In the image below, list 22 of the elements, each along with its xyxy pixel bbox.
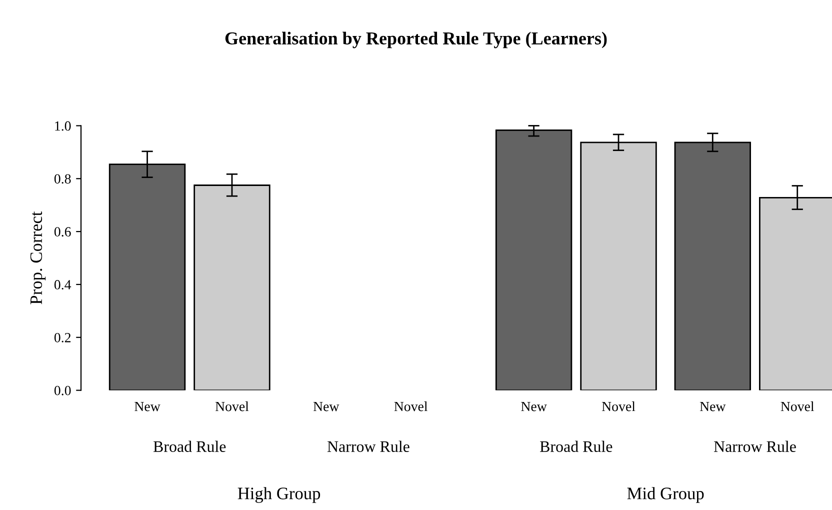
text: Broad Rule — [540, 440, 612, 452]
x-tick-label: New — [521, 402, 547, 412]
text: Mid Group — [627, 487, 704, 503]
y-tick-label: 0.6 — [54, 227, 71, 237]
text: Broad Rule — [153, 440, 226, 452]
y-tick-label: 1.0 — [55, 121, 71, 131]
y-tick-label: 0.0 — [54, 386, 71, 396]
x-tick-label: Novel — [780, 401, 814, 412]
x-tick-label: New — [134, 402, 160, 412]
y-tick-label: 0.4 — [54, 280, 72, 290]
x-tick-label: New — [313, 402, 340, 412]
chart-title: Generalisation by Reported Rule Type (Learners) — [225, 32, 607, 48]
y-axis-title: Prop. Correct — [30, 211, 46, 304]
y-tick-label: 0.2 — [54, 332, 71, 342]
text: Narrow Rule — [327, 440, 410, 452]
x-tick-label: Novel — [602, 401, 636, 412]
text: Narrow Rule — [714, 440, 796, 452]
x-tick-label: Novel — [215, 401, 249, 412]
y-tick-label: 0.8 — [54, 174, 71, 184]
x-tick-label: New — [700, 402, 726, 412]
x-tick-label: Novel — [394, 401, 428, 412]
text: High Group — [238, 487, 320, 503]
